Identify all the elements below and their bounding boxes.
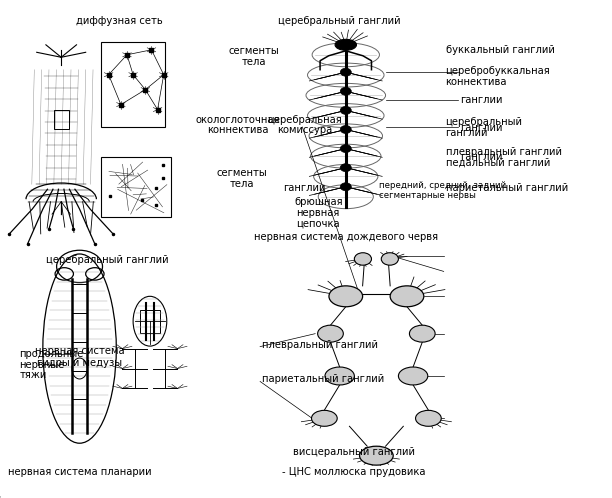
Text: плевральный ганглий: плевральный ганглий	[262, 340, 378, 350]
Text: брюшная: брюшная	[294, 197, 343, 207]
Ellipse shape	[329, 286, 362, 307]
Ellipse shape	[340, 107, 351, 115]
Ellipse shape	[340, 144, 351, 152]
Ellipse shape	[340, 125, 351, 133]
Text: ганглии: ганглии	[460, 124, 502, 133]
Ellipse shape	[416, 410, 441, 426]
Ellipse shape	[381, 253, 398, 265]
Text: комиссура: комиссура	[277, 125, 332, 135]
Ellipse shape	[354, 253, 371, 265]
Ellipse shape	[335, 39, 356, 50]
Text: нервная система дождевого червя: нервная система дождевого червя	[254, 232, 438, 242]
Text: церебральный ганглий: церебральный ганглий	[278, 16, 401, 26]
Text: церебральная: церебральная	[267, 115, 342, 124]
Ellipse shape	[318, 325, 343, 342]
Text: нервная система: нервная система	[35, 346, 124, 356]
Text: окологлоточная: окологлоточная	[195, 115, 280, 124]
Ellipse shape	[409, 325, 435, 342]
Text: ганглий: ганглий	[446, 128, 488, 138]
Text: цепочка: цепочка	[296, 219, 340, 229]
Text: нервная: нервная	[297, 208, 340, 218]
Text: париетальный ганглий: париетальный ганглий	[446, 183, 568, 193]
Bar	[101, 42, 165, 127]
Ellipse shape	[340, 87, 351, 95]
Ellipse shape	[340, 68, 351, 76]
Bar	[140, 310, 160, 333]
Text: сегменты: сегменты	[217, 168, 267, 178]
Text: ганглии: ганглии	[283, 183, 326, 193]
Text: педальный ганглий: педальный ганглий	[446, 158, 550, 168]
Ellipse shape	[340, 164, 351, 172]
Text: гидры и медузы: гидры и медузы	[37, 358, 122, 368]
Text: тяжи: тяжи	[20, 371, 47, 380]
Text: сегменты: сегменты	[229, 46, 279, 56]
Text: буккальный ганглий: буккальный ганглий	[446, 45, 554, 55]
Text: - ЦНС моллюска прудовика: - ЦНС моллюска прудовика	[282, 467, 425, 477]
Text: тела: тела	[230, 179, 254, 189]
Ellipse shape	[360, 446, 393, 465]
Text: ганглии: ганглии	[460, 95, 502, 105]
Text: коннектива: коннектива	[207, 125, 268, 135]
Ellipse shape	[398, 367, 428, 385]
Text: диффузная сеть: диффузная сеть	[76, 16, 163, 26]
Ellipse shape	[390, 286, 424, 307]
Text: висцеральный ганглий: висцеральный ганглий	[293, 447, 415, 457]
Ellipse shape	[340, 183, 351, 191]
Text: тела: тела	[242, 57, 266, 67]
Text: продольные: продольные	[20, 349, 84, 359]
Text: ганглии: ганглии	[460, 152, 502, 162]
Text: сегментарные нервы: сегментарные нервы	[379, 191, 476, 200]
Text: нервная система планарии: нервная система планарии	[8, 467, 151, 477]
Text: плевральный ганглий: плевральный ганглий	[446, 147, 562, 157]
Text: коннектива: коннектива	[446, 77, 507, 87]
Text: париетальный ганглий: париетальный ганглий	[262, 374, 384, 384]
Text: передний, средний, задний: передний, средний, задний	[379, 181, 507, 190]
Bar	[101, 157, 171, 217]
Text: церебробуккальная: церебробуккальная	[446, 66, 550, 76]
Text: церебральный: церебральный	[446, 117, 523, 127]
Bar	[54, 110, 69, 129]
Text: нервные: нервные	[20, 360, 65, 370]
Ellipse shape	[312, 410, 337, 426]
Text: церебральный ганглий: церебральный ганглий	[46, 255, 168, 265]
Ellipse shape	[325, 367, 354, 385]
